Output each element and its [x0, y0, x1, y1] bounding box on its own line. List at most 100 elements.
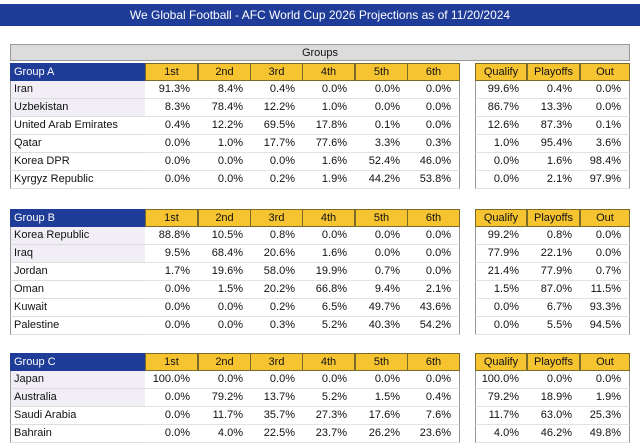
- place-probability: 20.2%: [250, 281, 303, 299]
- place-probability: 19.6%: [198, 263, 251, 281]
- place-probability: 0.0%: [198, 153, 251, 171]
- outcome-header: Out: [580, 353, 630, 371]
- place-probability: 3.3%: [355, 135, 408, 153]
- place-probability: 0.3%: [407, 135, 460, 153]
- outcome-header: Qualify: [475, 63, 527, 81]
- place-probability: 1.5%: [355, 389, 408, 407]
- outcome-probability: 49.8%: [580, 425, 630, 443]
- place-header: 2nd: [198, 209, 251, 227]
- outcome-probability: 1.5%: [475, 281, 527, 299]
- place-probability: 0.0%: [407, 245, 460, 263]
- team-name: Oman: [10, 281, 145, 299]
- place-probability: 0.0%: [355, 371, 408, 389]
- outcome-probability: 1.0%: [475, 135, 527, 153]
- place-header: 3rd: [250, 209, 303, 227]
- outcome-probability: 5.5%: [527, 317, 580, 335]
- place-probability: 1.5%: [198, 281, 251, 299]
- place-header: 6th: [407, 63, 460, 81]
- place-probability: 12.2%: [250, 99, 303, 117]
- place-probability: 0.0%: [407, 99, 460, 117]
- place-header: 1st: [145, 63, 198, 81]
- place-probability: 0.0%: [407, 81, 460, 99]
- place-probability: 17.6%: [355, 407, 408, 425]
- place-probability: 0.0%: [145, 407, 198, 425]
- outcome-probability: 12.6%: [475, 117, 527, 135]
- outcome-probability: 0.0%: [580, 81, 630, 99]
- place-probability: 0.0%: [198, 299, 251, 317]
- place-header: 2nd: [198, 63, 251, 81]
- place-probability: 5.2%: [302, 317, 355, 335]
- outcome-probability: 13.3%: [527, 99, 580, 117]
- place-probability: 0.0%: [145, 153, 198, 171]
- team-name: Jordan: [10, 263, 145, 281]
- place-probability: 11.7%: [198, 407, 251, 425]
- group-name: Group C: [10, 353, 145, 371]
- place-header: 6th: [407, 209, 460, 227]
- place-probability: 58.0%: [250, 263, 303, 281]
- place-probability: 0.7%: [355, 263, 408, 281]
- outcome-probability: 22.1%: [527, 245, 580, 263]
- place-probability: 0.0%: [407, 263, 460, 281]
- place-probability: 0.0%: [198, 171, 251, 189]
- place-probability: 17.8%: [302, 117, 355, 135]
- place-probability: 9.4%: [355, 281, 408, 299]
- outcome-probability: 2.1%: [527, 171, 580, 189]
- place-probability: 91.3%: [145, 81, 198, 99]
- place-probability: 0.0%: [407, 371, 460, 389]
- outcome-probability: 87.0%: [527, 281, 580, 299]
- place-probability: 0.0%: [250, 371, 303, 389]
- place-probability: 40.3%: [355, 317, 408, 335]
- outcome-header: Qualify: [475, 353, 527, 371]
- place-header: 5th: [355, 63, 408, 81]
- place-probability: 2.1%: [407, 281, 460, 299]
- place-probability: 4.0%: [198, 425, 251, 443]
- outcome-header: Qualify: [475, 209, 527, 227]
- team-name: United Arab Emirates: [10, 117, 145, 135]
- outcome-probability: 46.2%: [527, 425, 580, 443]
- place-probability: 0.0%: [145, 299, 198, 317]
- place-header: 2nd: [198, 353, 251, 371]
- place-probability: 0.8%: [250, 227, 303, 245]
- place-probability: 0.2%: [250, 171, 303, 189]
- outcome-probability: 1.6%: [527, 153, 580, 171]
- outcome-probability: 0.0%: [580, 371, 630, 389]
- place-header: 1st: [145, 353, 198, 371]
- team-name: Palestine: [10, 317, 145, 335]
- place-probability: 10.5%: [198, 227, 251, 245]
- place-probability: 0.1%: [355, 117, 408, 135]
- place-header: 1st: [145, 209, 198, 227]
- place-probability: 0.2%: [250, 299, 303, 317]
- place-probability: 17.7%: [250, 135, 303, 153]
- outcome-probability: 77.9%: [475, 245, 527, 263]
- place-probability: 0.0%: [355, 227, 408, 245]
- place-probability: 0.0%: [145, 135, 198, 153]
- outcome-probability: 6.7%: [527, 299, 580, 317]
- place-probability: 0.4%: [407, 389, 460, 407]
- outcome-probability: 0.0%: [527, 371, 580, 389]
- place-probability: 52.4%: [355, 153, 408, 171]
- outcome-header: Playoffs: [527, 209, 580, 227]
- place-probability: 1.0%: [302, 99, 355, 117]
- place-probability: 0.0%: [355, 99, 408, 117]
- place-probability: 77.6%: [302, 135, 355, 153]
- outcome-probability: 94.5%: [580, 317, 630, 335]
- outcome-probability: 0.1%: [580, 117, 630, 135]
- outcome-probability: 1.9%: [580, 389, 630, 407]
- group-name: Group A: [10, 63, 145, 81]
- outcome-probability: 11.7%: [475, 407, 527, 425]
- place-probability: 1.7%: [145, 263, 198, 281]
- outcome-probability: 0.0%: [580, 227, 630, 245]
- outcome-probability: 0.0%: [580, 99, 630, 117]
- place-probability: 0.4%: [145, 117, 198, 135]
- outcome-probability: 0.0%: [475, 317, 527, 335]
- team-name: Korea DPR: [10, 153, 145, 171]
- team-name: Japan: [10, 371, 145, 389]
- place-probability: 6.5%: [302, 299, 355, 317]
- place-probability: 19.9%: [302, 263, 355, 281]
- team-name: Bahrain: [10, 425, 145, 443]
- outcome-probability: 0.4%: [527, 81, 580, 99]
- team-name: Uzbekistan: [10, 99, 145, 117]
- place-probability: 78.4%: [198, 99, 251, 117]
- outcome-probability: 0.0%: [475, 153, 527, 171]
- place-probability: 0.0%: [145, 171, 198, 189]
